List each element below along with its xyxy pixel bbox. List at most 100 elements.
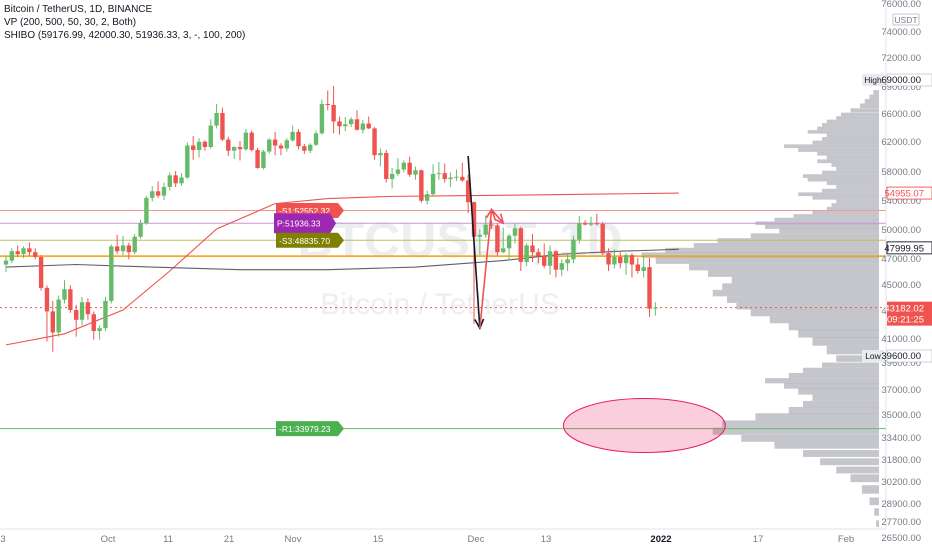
price-tick-label: 45000.00 (881, 280, 921, 291)
time-tick-label: 15 (373, 534, 384, 545)
badge-tag: Low (865, 351, 881, 361)
candle-body (3, 260, 9, 265)
profile-bar (793, 214, 879, 218)
candle-body (325, 104, 330, 105)
time-tick-label: Nov (285, 534, 302, 545)
candle-body (161, 186, 167, 196)
candle-body (278, 145, 284, 149)
time-tick-label: 17 (753, 534, 764, 545)
profile-bar (831, 203, 879, 207)
candle-body (384, 153, 389, 179)
price-tick-label: 41000.00 (881, 334, 921, 345)
profile-bar (836, 355, 879, 362)
candle-body (571, 239, 576, 260)
candle-body (120, 245, 126, 252)
candle-body (267, 139, 272, 152)
profile-bar (798, 148, 879, 152)
currency-unit-box (892, 13, 920, 26)
profile-bar (769, 316, 879, 324)
candle-body (331, 104, 336, 122)
profile-bar (779, 228, 879, 234)
profile-bar (689, 263, 879, 271)
shibo-indicator-title[interactable]: SHIBO (59176.99, 42000.30, 51936.33, 3, … (4, 30, 246, 41)
candle-body (173, 175, 178, 184)
candle-body (191, 145, 196, 150)
candle-body (542, 256, 547, 266)
candle-body (132, 236, 137, 253)
candle-body (167, 175, 172, 187)
candle-body (27, 248, 32, 253)
time-tick-label: Dec (468, 534, 485, 545)
price-tick-label: 54000.00 (881, 196, 921, 207)
profile-bar (822, 137, 879, 141)
volume-profile (641, 90, 879, 527)
level-tag-text: P:51936.33 (277, 219, 321, 229)
profile-bar (788, 406, 879, 414)
profile-bar (826, 133, 879, 138)
candle-body (97, 328, 102, 331)
candle-body (202, 141, 208, 147)
profile-bar (826, 119, 879, 124)
vp-indicator-title[interactable]: VP (200, 500, 50, 30, 2, Both) (4, 17, 137, 28)
badge-value: 69000.00 (881, 75, 921, 86)
price-axis[interactable]: 76000.00 74000.00 72000.00 69000.00 66000.00… (881, 0, 921, 544)
candle-body (313, 133, 319, 145)
arrow-drawings[interactable] (467, 155, 505, 331)
watermark: BTCUSDT, 1D Bitcoin / TetherUS (297, 212, 622, 321)
price-tick-label: 37000.00 (881, 385, 921, 396)
candle-body (15, 251, 20, 255)
candle-body (208, 125, 213, 147)
profile-bar (817, 151, 879, 156)
profile-bar (850, 474, 879, 483)
price-tick-label: 31800.00 (881, 455, 921, 466)
candle-body (471, 202, 477, 237)
badge-tag-bg (862, 74, 884, 86)
time-tick-label: 3 (0, 534, 5, 545)
candle-body (506, 235, 512, 249)
candle-body (231, 147, 237, 151)
price-tick-label: 30200.00 (881, 477, 921, 488)
candle-body (68, 289, 73, 310)
candle-body (582, 223, 588, 225)
candle-body (577, 223, 582, 240)
candle-body (653, 307, 658, 309)
candle-body (366, 123, 371, 129)
candle-body (114, 246, 120, 252)
candle-body (647, 267, 652, 309)
ellipse-drawing[interactable] (562, 398, 726, 453)
price-tick-label: 72000.00 (881, 53, 921, 64)
candle-body (284, 140, 289, 149)
profile-bar (655, 257, 879, 264)
candle-body (600, 223, 605, 254)
candle-body (243, 132, 249, 150)
price-badges: High 69000.00 54955.07 47999.95 43182.0209:2… (862, 73, 932, 363)
profile-bar (750, 233, 879, 239)
symbol-title[interactable]: Bitcoin / TetherUS, 1D, BINANCE (4, 4, 153, 15)
level-tag-text: -S3:48835.70 (279, 236, 330, 246)
level-tag-text: -R1:33979.23 (279, 424, 331, 434)
profile-bar (822, 123, 879, 127)
candle-body (623, 255, 629, 264)
candle-body (512, 228, 518, 236)
candle-body (413, 170, 418, 175)
arrow-line (467, 155, 481, 329)
price-tick-label: 28900.00 (881, 499, 921, 510)
profile-bar (869, 497, 879, 506)
highlight-ellipse (562, 398, 726, 453)
time-axis[interactable]: 3 Oct 11 21 Nov 15 Dec 13 2022 17 Feb (0, 528, 886, 545)
candle-body (214, 113, 219, 126)
candle-body (483, 224, 488, 235)
candle-body (249, 132, 254, 150)
candle-body (261, 151, 266, 168)
time-tick-label: 2022 (650, 534, 671, 545)
candle-body (430, 173, 436, 195)
candle-body (138, 223, 143, 237)
arrow-line (479, 209, 493, 329)
profile-bar (836, 166, 879, 171)
profile-bar (812, 196, 879, 200)
candle-body (530, 245, 535, 253)
profile-bar (812, 210, 879, 215)
candle-body (378, 153, 383, 156)
profile-bar (803, 367, 879, 373)
